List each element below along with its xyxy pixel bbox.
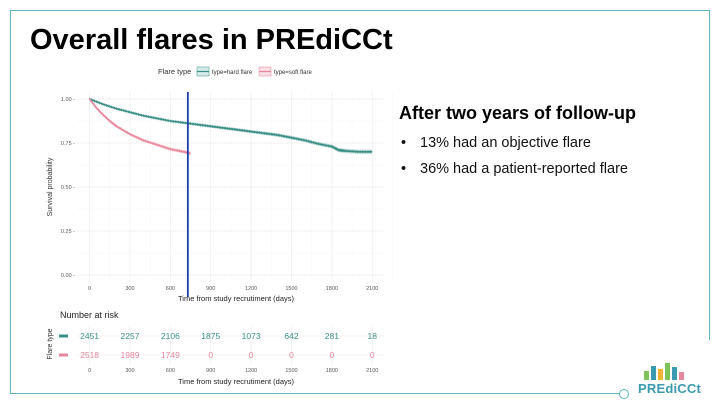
- risk-table-gridlines: [77, 326, 384, 364]
- risk-x-tick-label: 900: [206, 368, 215, 374]
- risk-cell: 2106: [161, 331, 180, 341]
- x-tick-label: 900: [206, 286, 215, 292]
- risk-table-x-ticks: 0 300 600 900 1200 1500 1800 2100: [88, 368, 378, 374]
- frame-right-border: [709, 10, 710, 340]
- risk-cell: 0: [249, 350, 254, 360]
- risk-table-x-axis-label: Time from study recrutiment (days): [178, 377, 294, 386]
- y-tick-label: 0.25 -: [61, 229, 75, 235]
- risk-cell: 0: [330, 350, 335, 360]
- bullet-objective-flare: • 13% had an objective flare: [398, 133, 628, 159]
- plot-gridlines: [77, 92, 393, 282]
- risk-cell: 2451: [80, 331, 99, 341]
- frame-left-border: [10, 10, 11, 394]
- y-tick-label: 0.00 -: [61, 273, 75, 279]
- x-tick-label: 300: [125, 286, 134, 292]
- risk-cell: 642: [284, 331, 298, 341]
- risk-cell: 1073: [242, 331, 261, 341]
- risk-x-tick-label: 600: [166, 368, 175, 374]
- legend-item-soft: type=soft flare: [258, 66, 313, 77]
- risk-cell: 1875: [201, 331, 220, 341]
- x-axis-ticks: 0 300 600 900 1200 1500 1800 2100: [88, 286, 378, 292]
- x-tick-label: 0: [88, 286, 91, 292]
- risk-cell: 0: [289, 350, 294, 360]
- bullet-patient-reported-flare: • 36% had a patient-reported flare: [398, 159, 628, 185]
- bullet-marker: •: [401, 161, 407, 177]
- risk-table-title: Number at risk: [60, 310, 119, 320]
- slide-title: Overall flares in PREdiCCt: [30, 24, 393, 56]
- summary-heading: After two years of follow-up: [399, 103, 637, 123]
- risk-cell: 281: [325, 331, 339, 341]
- bullet-text: 13% had an objective flare: [420, 135, 591, 151]
- risk-x-tick-label: 1500: [285, 368, 297, 374]
- y-tick-label: 1.00 -: [61, 97, 75, 103]
- legend-title: Flare type: [158, 67, 191, 76]
- risk-x-tick-label: 1200: [245, 368, 257, 374]
- confidence-band-soft: [89, 99, 191, 156]
- series-group: [88, 97, 373, 156]
- risk-cell: 1989: [121, 350, 140, 360]
- risk-cell: 18: [368, 331, 378, 341]
- risk-cell: 2518: [80, 350, 99, 360]
- y-tick-label: 0.50 -: [61, 185, 75, 191]
- risk-table-rows: 2451 2257 2106 1875 1073 642 281 18 2518 1989 1749…: [59, 331, 384, 360]
- risk-x-tick-label: 300: [125, 368, 134, 374]
- risk-cell: 0: [370, 350, 375, 360]
- legend-label-hard: type=hard flare: [212, 70, 253, 76]
- risk-cell: 0: [208, 350, 213, 360]
- x-tick-label: 600: [166, 286, 175, 292]
- risk-x-tick-label: 2100: [366, 368, 378, 374]
- y-tick-label: 0.75 -: [61, 141, 75, 147]
- summary-bullets: • 13% had an objective flare • 36% had a p…: [398, 133, 628, 185]
- frame-bottom-border: [10, 393, 620, 394]
- logo-text: PREdiCCt: [638, 381, 701, 396]
- risk-table-background: [77, 326, 384, 364]
- legend-item-hard: type=hard flare: [196, 66, 253, 77]
- risk-table-ylabel: Flare type: [47, 328, 54, 359]
- x-axis-label: Time from study recrutiment (days): [178, 294, 294, 303]
- y-axis-ticks: 0.00 - 0.25 - 0.50 - 0.75 - 1.00 -: [61, 97, 75, 279]
- frame-bottom-connector: [619, 389, 629, 399]
- y-axis-label: Survival probability: [47, 157, 54, 216]
- x-tick-label: 1800: [326, 286, 338, 292]
- risk-cell: 1749: [161, 350, 180, 360]
- x-tick-label: 2100: [366, 286, 378, 292]
- legend-label-soft: type=soft flare: [274, 70, 313, 76]
- bullet-marker: •: [401, 135, 407, 151]
- x-tick-label: 1200: [245, 286, 257, 292]
- x-tick-label: 1500: [285, 286, 297, 292]
- frame-top-border: [10, 10, 710, 11]
- predicct-logo: PREdiCCt: [638, 350, 708, 398]
- bullet-text: 36% had a patient-reported flare: [420, 161, 628, 177]
- risk-cell: 2257: [121, 331, 140, 341]
- risk-x-tick-label: 0: [88, 368, 91, 374]
- risk-x-tick-label: 1800: [326, 368, 338, 374]
